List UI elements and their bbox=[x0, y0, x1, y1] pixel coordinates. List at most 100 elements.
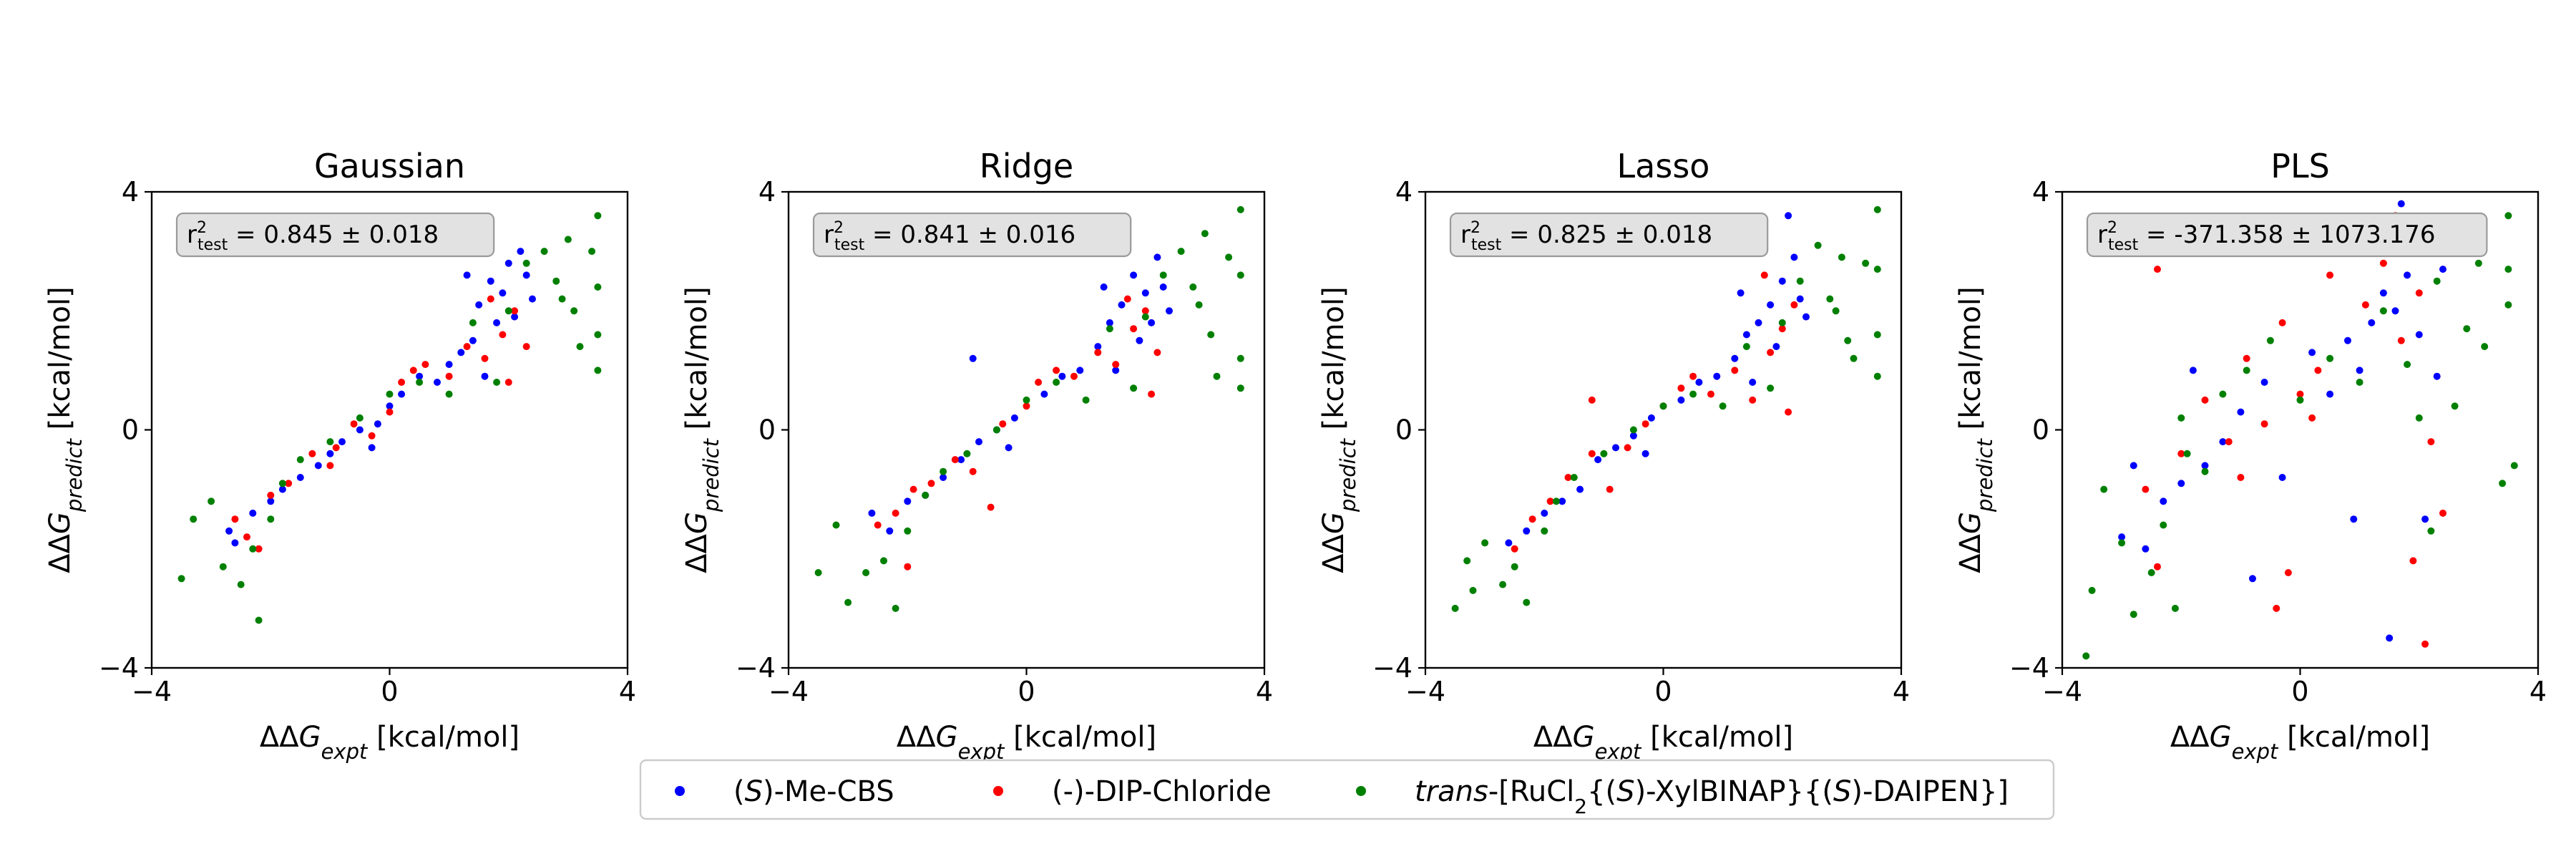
data-point bbox=[892, 509, 899, 517]
data-point bbox=[1213, 372, 1221, 380]
data-point bbox=[386, 390, 394, 398]
data-point bbox=[2100, 485, 2108, 493]
x-tick-label: 4 bbox=[619, 676, 636, 707]
data-point bbox=[1594, 456, 1602, 464]
data-point bbox=[529, 295, 536, 303]
data-point bbox=[1677, 396, 1685, 404]
data-point bbox=[2147, 569, 2155, 576]
data-point bbox=[1778, 325, 1786, 333]
x-tick-label: −4 bbox=[2042, 676, 2082, 707]
data-point bbox=[2415, 331, 2423, 339]
data-point bbox=[999, 420, 1007, 428]
data-point bbox=[832, 521, 840, 529]
data-point bbox=[1159, 283, 1167, 291]
data-point bbox=[2201, 467, 2209, 475]
data-point bbox=[249, 545, 257, 553]
data-point bbox=[356, 426, 364, 434]
data-point bbox=[2118, 533, 2126, 541]
data-point bbox=[1141, 313, 1149, 321]
data-point bbox=[1588, 450, 1596, 457]
data-point bbox=[517, 248, 525, 256]
data-point bbox=[267, 491, 275, 499]
data-point bbox=[1123, 295, 1131, 303]
data-point bbox=[2314, 367, 2322, 374]
data-point bbox=[2177, 480, 2185, 487]
data-point bbox=[2463, 325, 2471, 333]
data-point bbox=[1148, 319, 1156, 326]
x-tick-label: −4 bbox=[769, 676, 809, 707]
data-point bbox=[540, 248, 548, 256]
r2-annotation-box bbox=[812, 212, 1132, 258]
data-point bbox=[1236, 384, 1244, 392]
data-point bbox=[1189, 283, 1197, 291]
data-point bbox=[1552, 498, 1560, 505]
data-point bbox=[421, 361, 429, 369]
data-point bbox=[511, 313, 519, 321]
data-point bbox=[957, 456, 965, 464]
data-point bbox=[416, 379, 424, 386]
data-point bbox=[1082, 396, 1090, 404]
data-point bbox=[2474, 259, 2482, 267]
data-point bbox=[2356, 379, 2363, 386]
data-point bbox=[190, 515, 197, 523]
data-point bbox=[2379, 259, 2387, 267]
data-point bbox=[1112, 361, 1120, 369]
data-point bbox=[499, 331, 507, 339]
data-point bbox=[2326, 354, 2334, 362]
data-point bbox=[2379, 307, 2387, 315]
x-axis-label: ΔΔGexpt [kcal/mol] bbox=[1533, 721, 1793, 764]
y-tick-label: 4 bbox=[758, 176, 776, 208]
data-point bbox=[1850, 354, 1858, 362]
legend-label: (S)-Me-CBS bbox=[733, 775, 894, 808]
data-point bbox=[1153, 349, 1161, 356]
data-point bbox=[594, 331, 602, 339]
x-tick-label: 0 bbox=[1018, 676, 1035, 707]
data-point bbox=[386, 408, 394, 416]
data-point bbox=[2296, 396, 2304, 404]
data-point bbox=[463, 343, 471, 351]
subplot-title: Lasso bbox=[1617, 147, 1710, 185]
data-point bbox=[868, 509, 876, 517]
data-point bbox=[594, 212, 602, 220]
data-point bbox=[1023, 396, 1030, 404]
subplot-pls: −4 0 4 −4 0 4 PLS ΔΔGexpt [kcal/mol] ΔΔGpredict … bbox=[1954, 147, 2547, 764]
data-point bbox=[969, 354, 977, 362]
data-point bbox=[338, 438, 346, 446]
data-point bbox=[243, 533, 250, 541]
data-point bbox=[2308, 414, 2316, 422]
data-point bbox=[1737, 289, 1745, 297]
legend-marker bbox=[1356, 786, 1366, 796]
r2-annotation-box bbox=[175, 212, 495, 258]
data-point bbox=[1546, 498, 1554, 505]
series-1 bbox=[874, 295, 1161, 571]
data-point bbox=[975, 438, 982, 446]
data-point bbox=[1570, 474, 1578, 481]
r2-annotation-text: r2 test = 0.825 ± 0.018 bbox=[1460, 219, 1712, 254]
data-point bbox=[2171, 604, 2179, 612]
data-point bbox=[564, 236, 572, 243]
data-point bbox=[1873, 372, 1881, 380]
data-point bbox=[2160, 521, 2167, 529]
data-point bbox=[1166, 307, 1173, 315]
data-point bbox=[1659, 402, 1667, 410]
y-axis-label: ΔΔGpredict [kcal/mol] bbox=[44, 286, 87, 573]
series-1 bbox=[2142, 212, 2446, 648]
data-point bbox=[1141, 307, 1149, 315]
data-point bbox=[874, 521, 882, 529]
data-point bbox=[951, 456, 959, 464]
data-point bbox=[1731, 354, 1739, 362]
data-point bbox=[356, 414, 364, 422]
data-point bbox=[814, 569, 822, 576]
data-point bbox=[1040, 390, 1048, 398]
data-point bbox=[326, 438, 334, 446]
data-point bbox=[1600, 450, 1608, 457]
data-point bbox=[1785, 212, 1792, 220]
legend: (S)-Me-CBS (-)-DIP-Chloride trans-[RuCl2{(… bbox=[639, 759, 2055, 820]
data-point bbox=[2237, 408, 2245, 416]
data-point bbox=[2284, 569, 2292, 576]
data-point bbox=[314, 462, 322, 470]
data-point bbox=[2129, 462, 2137, 470]
data-point bbox=[904, 498, 912, 505]
subplot-title: Gaussian bbox=[314, 147, 465, 185]
